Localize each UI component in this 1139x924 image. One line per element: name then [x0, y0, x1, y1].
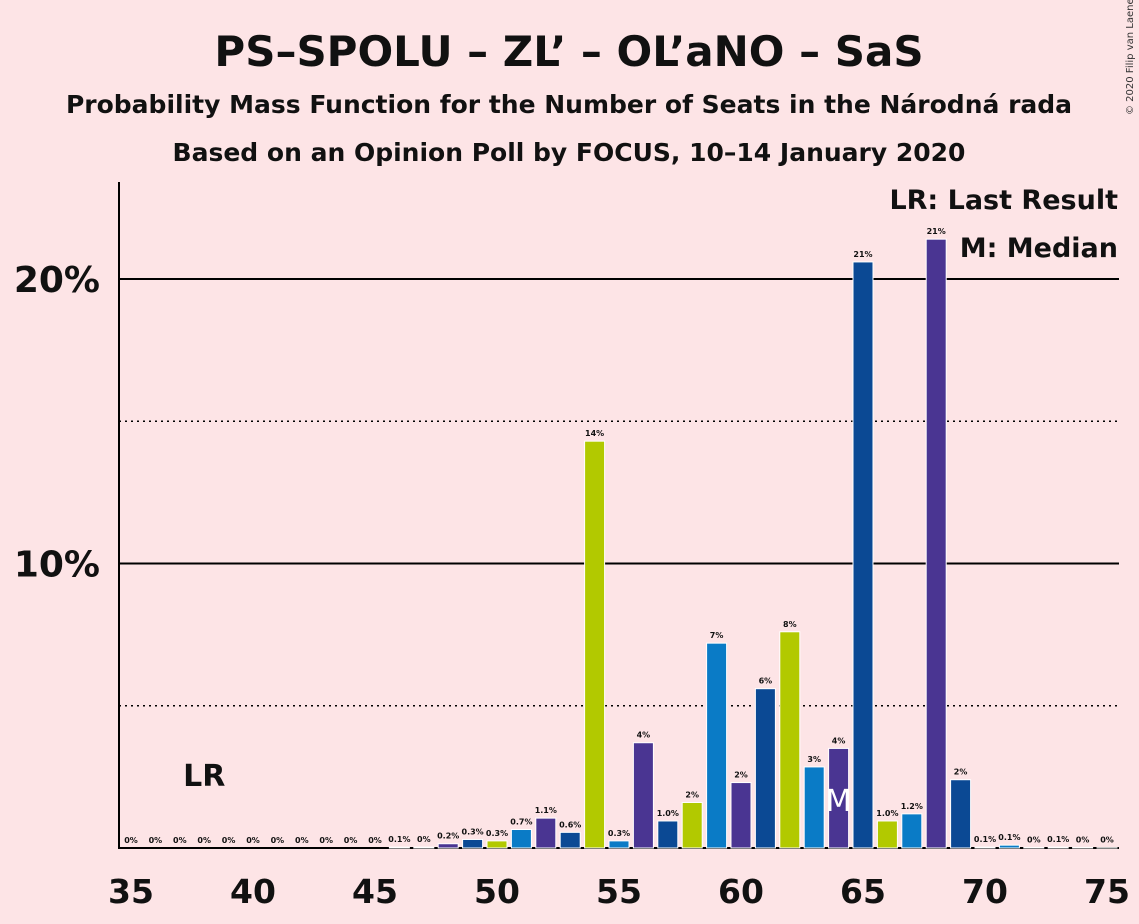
bar-value-labels: 0% 0% 0% 0% 0% 0% 0% 0% 0% 0% 0% 0.1% 0% 0.2% 0.3% 0.3%…: [124, 227, 1114, 845]
bar-value-label: 6%: [759, 677, 773, 686]
bar-value-label: 14%: [585, 429, 604, 438]
bar-value-label: 0%: [271, 836, 285, 845]
seat-bar: [1023, 846, 1045, 849]
seat-bar: [950, 779, 972, 849]
bar-value-label: 7%: [710, 631, 724, 640]
seat-bar: [510, 829, 532, 849]
bar-value-label: 0%: [344, 836, 358, 845]
seat-bar: [1072, 846, 1094, 849]
bar-value-label: 0%: [1100, 836, 1114, 845]
seat-bar: [730, 782, 752, 849]
seat-bar: [876, 820, 898, 849]
bar-value-label: 0.7%: [510, 818, 532, 827]
seat-bar: [852, 261, 874, 849]
seat-bar: [584, 440, 606, 849]
bar-value-label: 0%: [368, 836, 382, 845]
x-tick-label: 75: [1084, 872, 1130, 911]
bar-value-label: 0%: [295, 836, 309, 845]
x-tick-label: 40: [230, 872, 276, 911]
bar-value-label: 21%: [927, 227, 946, 236]
axes: [118, 182, 1119, 849]
gridlines: [119, 278, 1119, 707]
seat-bar: [608, 840, 630, 849]
seat-bar: [998, 844, 1020, 849]
bar-value-label: 0%: [1076, 835, 1090, 844]
bar-value-label: 0.6%: [559, 820, 581, 829]
seat-bar: [925, 238, 947, 849]
seat-bar: [779, 631, 801, 849]
bar-value-label: 2%: [685, 790, 699, 799]
seat-bar: [681, 801, 703, 849]
copyright-text: © 2020 Filip van Laenen: [1125, 0, 1136, 115]
x-tick-label: 70: [962, 872, 1008, 911]
bar-value-label: 3%: [807, 755, 821, 764]
bar-value-label: 0%: [124, 836, 138, 845]
seat-bar: [632, 742, 654, 849]
seat-bar: [535, 817, 557, 849]
x-tick-labels: 35 40 45 50 55 60 65 70 75: [108, 872, 1130, 911]
y-tick-label: 20%: [14, 260, 100, 301]
bar-value-label: 0%: [149, 836, 163, 845]
bar-value-label: 0%: [222, 836, 236, 845]
bar-value-label: 0%: [173, 836, 187, 845]
bar-value-label: 0.1%: [998, 833, 1020, 842]
bar-value-label: 1.0%: [657, 809, 679, 818]
seat-bar: [657, 820, 679, 849]
bar-value-label: 0%: [1027, 835, 1041, 844]
y-tick-labels: 10% 20%: [14, 260, 100, 586]
seat-bar: [437, 843, 459, 849]
bar-value-label: 0%: [246, 836, 260, 845]
x-tick-label: 35: [108, 872, 154, 911]
bar-value-label: 2%: [954, 768, 968, 777]
bar-value-label: 0%: [417, 835, 431, 844]
seat-bar: [901, 813, 923, 849]
bar-value-label: 1.0%: [876, 809, 898, 818]
seat-bar: [803, 766, 825, 849]
seat-bar: [413, 846, 435, 849]
chart-subtitle: Probability Mass Function for the Number…: [66, 90, 1072, 119]
last-result-marker: LR: [183, 759, 225, 794]
bar-value-label: 8%: [783, 620, 797, 629]
seat-bar: [974, 846, 996, 849]
bar-value-label: 1.2%: [901, 802, 923, 811]
seat-bar: [559, 831, 581, 849]
bar-value-label: 0%: [319, 836, 333, 845]
bar-value-label: 2%: [734, 771, 748, 780]
y-tick-label: 10%: [14, 545, 100, 586]
bar-value-label: 4%: [832, 736, 846, 745]
seat-bar: [754, 688, 776, 849]
bar-value-label: 0.2%: [437, 832, 459, 841]
chart-subtitle-poll: Based on an Opinion Poll by FOCUS, 10–14…: [173, 138, 966, 167]
legend-median: M: Median: [960, 233, 1118, 264]
seat-bar: [462, 838, 484, 849]
bars: [388, 238, 1118, 849]
bar-value-label: 0%: [197, 836, 211, 845]
bar-value-label: 0.1%: [974, 835, 996, 844]
x-tick-label: 65: [840, 872, 886, 911]
bar-value-label: 0.1%: [388, 835, 410, 844]
seat-bar: [706, 642, 728, 849]
chart-title: PS–SPOLU – ZL’ – OL’aNO – SaS: [214, 27, 923, 76]
seat-bar: [1047, 846, 1069, 849]
x-tick-label: 55: [596, 872, 642, 911]
bar-value-label: 0.3%: [486, 829, 508, 838]
bar-value-label: 1.1%: [535, 806, 557, 815]
bar-value-label: 0.3%: [608, 829, 630, 838]
seat-bar: [388, 846, 410, 849]
x-tick-label: 45: [352, 872, 398, 911]
seat-bar: [486, 840, 508, 849]
legend-last-result: LR: Last Result: [889, 185, 1118, 216]
bar-value-label: 0.1%: [1047, 835, 1069, 844]
x-tick-label: 60: [718, 872, 764, 911]
bar-value-label: 0.3%: [462, 827, 484, 836]
bar-value-label: 4%: [637, 731, 651, 740]
bar-value-label: 21%: [853, 250, 872, 259]
x-tick-label: 50: [474, 872, 520, 911]
seat-bar: [828, 747, 850, 849]
median-marker: M: [826, 784, 852, 819]
